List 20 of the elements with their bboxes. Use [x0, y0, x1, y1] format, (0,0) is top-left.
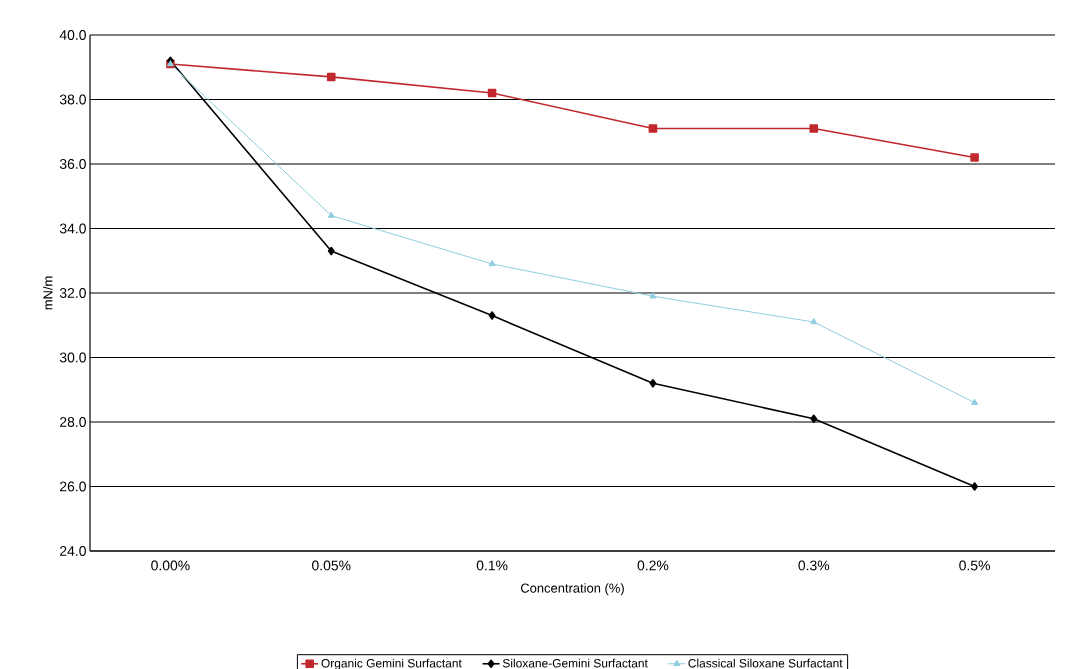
y-tick-label: 30.0: [59, 352, 86, 363]
y-tick-label: 40.0: [59, 30, 86, 40]
x-tick-label: 0.5%: [959, 560, 990, 571]
y-axis-title: mN/m: [42, 276, 53, 310]
x-tick-label: 0.00%: [151, 560, 190, 571]
y-tick-label: 32.0: [59, 288, 86, 298]
x-tick-label: 0.1%: [476, 560, 508, 571]
y-tick-label: 24.0: [60, 546, 86, 556]
x-tick-label: 0.3%: [798, 560, 830, 571]
y-tick-label: 36.0: [59, 159, 86, 169]
x-tick-label: 0.2%: [637, 560, 669, 571]
y-tick-label: 34.0: [59, 223, 86, 234]
y-tick-label: 38.0: [59, 94, 86, 105]
legend-label: Classical Siloxane Surfactant: [688, 658, 843, 668]
y-tick-label: 26.0: [60, 481, 86, 492]
x-axis-title: Concentration (%): [520, 583, 624, 596]
legend-label: Organic Gemini Surfactant: [321, 658, 462, 669]
legend-label: Siloxane-Gemini Surfactant: [502, 658, 648, 668]
x-tick-label: 0.05%: [312, 560, 351, 571]
y-tick-label: 28.0: [60, 417, 86, 427]
